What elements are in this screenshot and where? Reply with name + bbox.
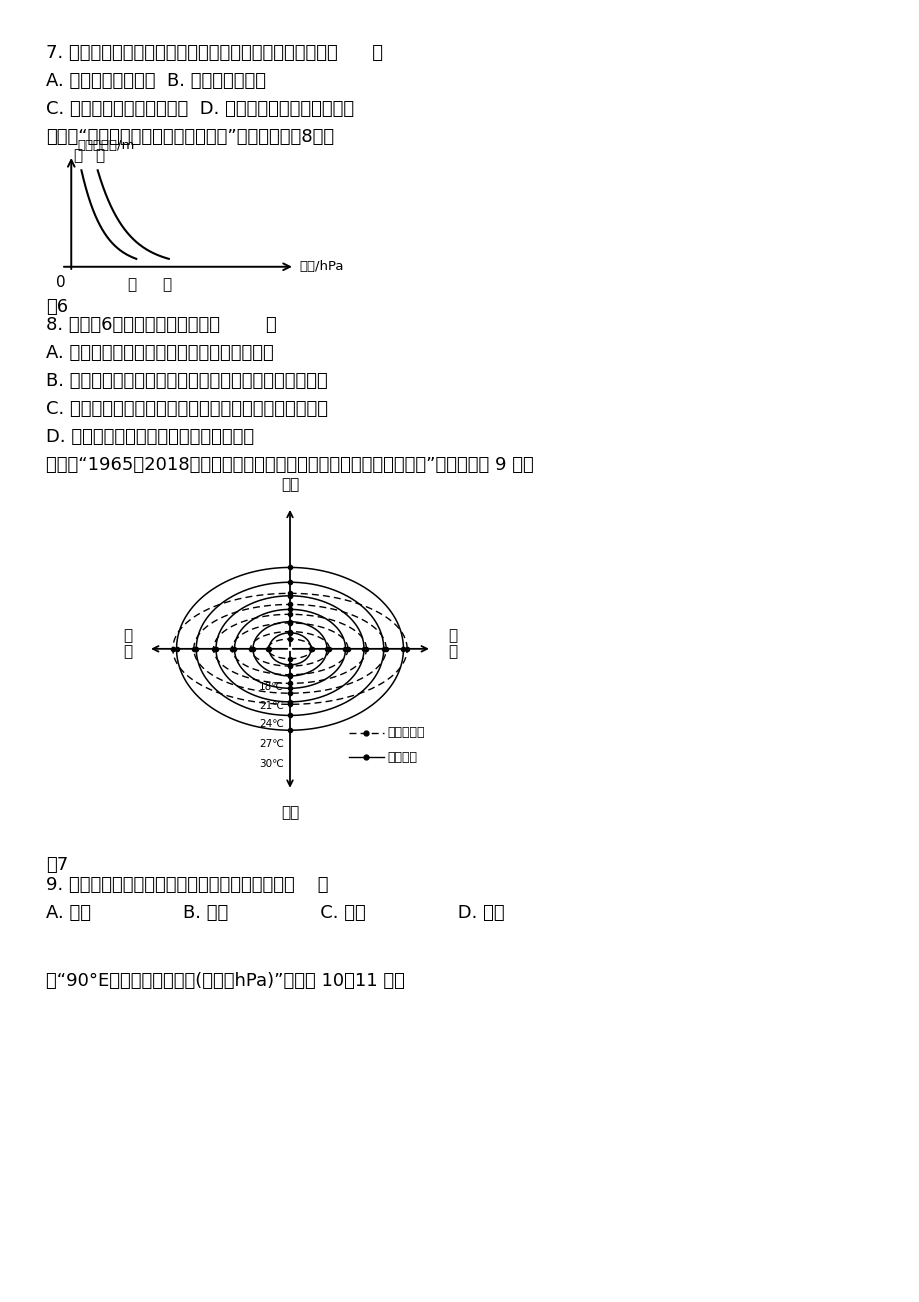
Text: 9. 珠三角与南海海面间的热力环流最显著的季节（    ）: 9. 珠三角与南海海面间的热力环流最显著的季节（ ） [46, 876, 328, 894]
Text: 气压/hPa: 气压/hPa [299, 260, 343, 273]
Text: 春季: 春季 [280, 478, 299, 492]
Text: C. 月光穿过大气的路径最长  D. 大气对月光的削弱作用最小: C. 月光穿过大气的路径最长 D. 大气对月光的削弱作用最小 [46, 100, 354, 118]
Text: 27℃: 27℃ [258, 738, 284, 749]
Text: B. 若该图表示白天的海陆风，则甲表示海洋，乙表示陆地: B. 若该图表示白天的海陆风，则甲表示海洋，乙表示陆地 [46, 372, 327, 391]
Text: 甲: 甲 [162, 277, 171, 292]
Text: 18℃: 18℃ [258, 682, 284, 693]
Text: 南海海域: 南海海域 [387, 751, 417, 764]
Text: 夏
季: 夏 季 [123, 629, 132, 660]
Text: A. 春季                B. 夏季                C. 秋季                D. 冬季: A. 春季 B. 夏季 C. 秋季 D. 冬季 [46, 904, 505, 922]
Text: 30℃: 30℃ [259, 759, 284, 768]
Text: 8. 根据图6，下列说法正确的是（        ）: 8. 根据图6，下列说法正确的是（ ） [46, 316, 277, 335]
Text: 下图为“1965～2018年珠三角地区与南海海面平均气温季节变化示意图”。读图完成 9 题。: 下图为“1965～2018年珠三角地区与南海海面平均气温季节变化示意图”。读图完… [46, 456, 533, 474]
Text: 丙: 丙 [73, 148, 82, 163]
Text: 0: 0 [56, 275, 66, 290]
Text: 读“90°E附近海平面气压图(单位：hPa)”，完成 10、11 题。: 读“90°E附近海平面气压图(单位：hPa)”，完成 10、11 题。 [46, 973, 404, 990]
Text: 秋季: 秋季 [280, 806, 299, 820]
Text: 距地面高度/m: 距地面高度/m [77, 139, 134, 152]
Text: D. 甲地气压高于乙地，丙地气压高于丁地: D. 甲地气压高于乙地，丙地气压高于丁地 [46, 428, 254, 447]
Text: A. 大气温室效应最强  B. 月面的温度最高: A. 大气温室效应最强 B. 月面的温度最高 [46, 72, 266, 90]
Text: 图7: 图7 [46, 855, 68, 874]
Text: 珠江三角洲: 珠江三角洲 [387, 727, 425, 740]
Text: 7. 夜晚，总是月亮达到最高时方能赏縎洁最亮月，原因是（      ）: 7. 夜晚，总是月亮达到最高时方能赏縎洁最亮月，原因是（ ） [46, 44, 382, 62]
Text: 图6: 图6 [46, 298, 68, 316]
Text: 21℃: 21℃ [258, 700, 284, 711]
Text: C. 若该图表示城郊热力环流，则甲表示城区，乙表示郊区: C. 若该图表示城郊热力环流，则甲表示城区，乙表示郊区 [46, 400, 328, 418]
Text: 下图为“两地垂直方向上的气压分布图”。读图完成第8题。: 下图为“两地垂直方向上的气压分布图”。读图完成第8题。 [46, 128, 334, 146]
Text: 24℃: 24℃ [258, 719, 284, 729]
Text: A. 甲乙表示近地面，乙地垂直气压差大于甲地: A. 甲乙表示近地面，乙地垂直气压差大于甲地 [46, 344, 274, 362]
Text: 乙: 乙 [128, 277, 137, 292]
Text: 冬
季: 冬 季 [448, 629, 457, 660]
Text: 丁: 丁 [95, 148, 104, 163]
